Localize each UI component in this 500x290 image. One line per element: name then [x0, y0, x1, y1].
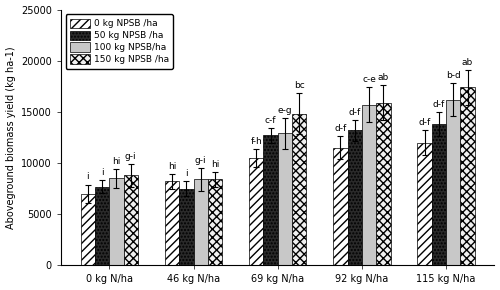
Text: ab: ab	[462, 58, 473, 67]
Bar	[124, 175, 138, 265]
Bar	[278, 133, 292, 265]
Bar	[249, 158, 264, 265]
Text: e-g: e-g	[278, 106, 292, 115]
Text: i: i	[86, 173, 89, 182]
Text: b-d: b-d	[446, 71, 460, 80]
Bar	[334, 148, 347, 265]
Text: hi: hi	[168, 162, 176, 171]
Bar	[292, 114, 306, 265]
Bar	[376, 103, 390, 265]
Bar	[165, 182, 179, 265]
Text: d-f: d-f	[418, 118, 431, 127]
Text: c-e: c-e	[362, 75, 376, 84]
Bar	[446, 100, 460, 265]
Bar	[460, 87, 474, 265]
Text: d-f: d-f	[334, 124, 346, 133]
Bar	[110, 178, 124, 265]
Text: i: i	[185, 169, 188, 178]
Text: ab: ab	[378, 73, 389, 82]
Text: g-i: g-i	[195, 156, 206, 165]
Bar	[362, 105, 376, 265]
Bar	[179, 189, 194, 265]
Text: hi: hi	[112, 157, 120, 166]
Legend: 0 kg NPSB /ha, 50 kg NPSB /ha, 100 kg NPSB/ha, 150 kg NPSB /ha: 0 kg NPSB /ha, 50 kg NPSB /ha, 100 kg NP…	[66, 14, 173, 68]
Text: d-f: d-f	[433, 100, 445, 109]
Y-axis label: Aboveground biomass yield (kg ha-1): Aboveground biomass yield (kg ha-1)	[6, 46, 16, 229]
Text: hi: hi	[211, 160, 219, 169]
Text: c-f: c-f	[265, 116, 276, 125]
Text: g-i: g-i	[125, 152, 136, 161]
Text: bc: bc	[294, 81, 304, 90]
Bar	[418, 143, 432, 265]
Bar	[208, 180, 222, 265]
Bar	[80, 194, 95, 265]
Text: d-f: d-f	[348, 108, 361, 117]
Bar	[194, 180, 208, 265]
Bar	[264, 135, 278, 265]
Bar	[95, 186, 110, 265]
Text: f-h: f-h	[250, 137, 262, 146]
Bar	[348, 130, 362, 265]
Text: i: i	[101, 168, 103, 177]
Bar	[432, 124, 446, 265]
